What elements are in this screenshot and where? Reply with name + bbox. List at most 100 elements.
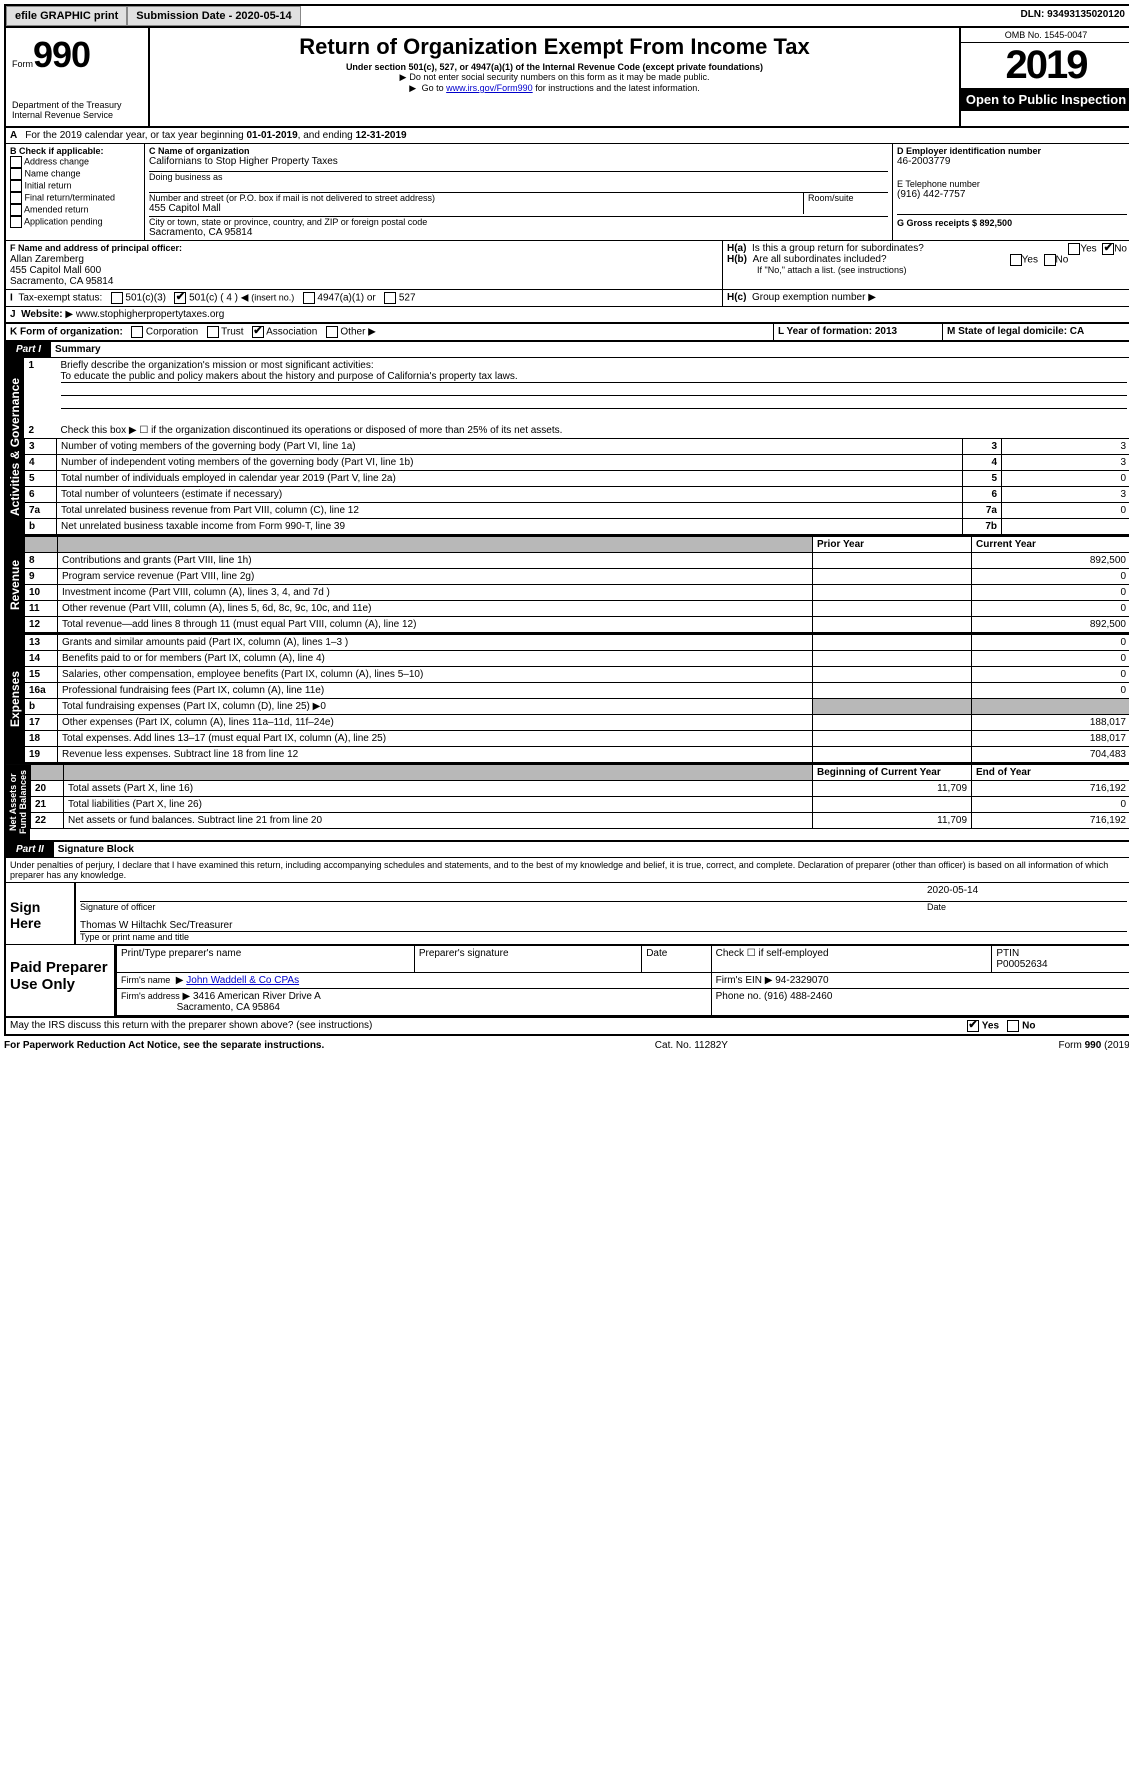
r12-text: Total revenue—add lines 8 through 11 (mu… [58, 617, 813, 633]
check-name[interactable] [10, 168, 22, 180]
r19-prior [813, 747, 972, 763]
check-corp[interactable] [131, 326, 143, 338]
r10-text: Investment income (Part VIII, column (A)… [58, 585, 813, 601]
check-amended[interactable] [10, 204, 22, 216]
r15-prior [813, 667, 972, 683]
paid-preparer-label: Paid Preparer Use Only [6, 945, 116, 1016]
d-label: D Employer identification number [897, 146, 1127, 156]
check-trust[interactable] [207, 326, 219, 338]
hdr-prior: Prior Year [813, 537, 972, 553]
row-20: 20Total assets (Part X, line 16)11,70971… [31, 781, 1129, 797]
part1-label: Part I [6, 342, 51, 357]
state-domicile: M State of legal domicile: CA [947, 326, 1084, 337]
r16a-text: Professional fundraising fees (Part IX, … [58, 683, 813, 699]
r7b-box: 7b [963, 519, 1002, 535]
self-employed: Check ☐ if self-employed [711, 946, 992, 973]
part2-label: Part II [6, 842, 54, 857]
ptin-label: PTIN [996, 948, 1019, 959]
firm-name-link[interactable]: John Waddell & Co CPAs [186, 975, 299, 986]
check-4947[interactable] [303, 292, 315, 304]
efile-print-button[interactable]: efile GRAPHIC print [6, 6, 127, 26]
opt-initial: Initial return [25, 180, 72, 190]
r15-text: Salaries, other compensation, employee b… [58, 667, 813, 683]
klm-row: K Form of organization: Corporation Trus… [4, 324, 1129, 342]
r3-text: Number of voting members of the governin… [57, 439, 963, 455]
check-hb-yes[interactable] [1010, 254, 1022, 266]
summary-block: Activities & Governance 1 Briefly descri… [4, 358, 1129, 536]
i-4947: 4947(a)(1) or [317, 293, 375, 304]
r8-text: Contributions and grants (Part VIII, lin… [58, 553, 813, 569]
row-5: 5Total number of individuals employed in… [25, 471, 1129, 487]
revenue-block: Revenue Prior YearCurrent Year 8Contribu… [4, 536, 1129, 634]
r13-text: Grants and similar amounts paid (Part IX… [58, 635, 813, 651]
check-other[interactable] [326, 326, 338, 338]
spacer [897, 200, 1127, 214]
r16a-curr: 0 [972, 683, 1129, 699]
r7b-text: Net unrelated business taxable income fr… [57, 519, 963, 535]
j-row: J Website: ▶ www.stophigherpropertytaxes… [4, 307, 1129, 324]
sidetab-revenue: Revenue [6, 536, 24, 633]
officer-name: Allan Zaremberg [10, 254, 84, 265]
r21-end: 0 [972, 797, 1129, 813]
name-title-label: Type or print name and title [80, 932, 1127, 942]
section-i: I Tax-exempt status: 501(c)(3) ✔ 501(c) … [6, 290, 723, 306]
r22-end: 716,192 [972, 813, 1129, 829]
check-527[interactable] [384, 292, 396, 304]
check-discuss-yes[interactable]: ✔ [967, 1020, 979, 1032]
r8-curr: 892,500 [972, 553, 1129, 569]
subtitle: Under section 501(c), 527, or 4947(a)(1)… [154, 62, 955, 72]
check-501c[interactable]: ✔ [174, 292, 186, 304]
check-501c3[interactable] [111, 292, 123, 304]
row-8: 8Contributions and grants (Part VIII, li… [25, 553, 1129, 569]
summary-governance: 1 Briefly describe the organization's mi… [24, 358, 1129, 535]
check-discuss-no[interactable] [1007, 1020, 1019, 1032]
row-7b: bNet unrelated business taxable income f… [25, 519, 1129, 535]
officer-typed-name: Thomas W Hiltachk Sec/Treasurer [80, 920, 1127, 932]
dept-treasury: Department of the TreasuryInternal Reven… [12, 100, 142, 120]
instructions-link[interactable]: www.irs.gov/Form990 [446, 83, 533, 93]
check-ha-no[interactable]: ✔ [1102, 243, 1114, 255]
b-label: B Check if applicable: [10, 146, 140, 156]
i-501c: 501(c) ( 4 ) [189, 293, 238, 304]
opt-name: Name change [25, 168, 81, 178]
check-hb-no[interactable] [1044, 254, 1056, 266]
r19-text: Revenue less expenses. Subtract line 18 … [58, 747, 813, 763]
submission-date-button[interactable]: Submission Date - 2020-05-14 [127, 6, 300, 26]
yes: Yes [1022, 255, 1038, 266]
sidetab-expenses: Expenses [6, 634, 24, 763]
check-pending[interactable] [10, 216, 22, 228]
blank-line [61, 383, 1127, 396]
no: No [1022, 1021, 1035, 1032]
i-501c3: 501(c)(3) [125, 293, 166, 304]
officer-addr1: 455 Capitol Mall 600 [10, 265, 101, 276]
r5-val: 0 [1002, 471, 1129, 487]
check-assoc[interactable]: ✔ [252, 326, 264, 338]
room-label: Room/suite [803, 193, 888, 214]
section-h: H(a) Is this a group return for subordin… [723, 241, 1129, 289]
spacer [301, 6, 1015, 26]
r14-text: Benefits paid to or for members (Part IX… [58, 651, 813, 667]
yes: Yes [1080, 244, 1096, 255]
opt-pending: Application pending [24, 216, 103, 226]
check-final[interactable] [10, 192, 22, 204]
sig-date: 2020-05-14 [917, 885, 1127, 902]
r21-begin [813, 797, 972, 813]
section-f: F Name and address of principal officer:… [6, 241, 723, 289]
privacy-note: Do not enter social security numbers on … [154, 72, 955, 83]
note2-post: for instructions and the latest informat… [533, 83, 700, 93]
i-527: 527 [399, 293, 416, 304]
section-j: J Website: ▶ www.stophigherpropertytaxes… [6, 307, 1129, 322]
ptin-value: P00052634 [996, 959, 1047, 970]
check-address[interactable] [10, 156, 22, 168]
org-name: Californians to Stop Higher Property Tax… [149, 156, 888, 167]
check-ha-yes[interactable] [1068, 243, 1080, 255]
r5-box: 5 [963, 471, 1002, 487]
a-begin: 01-01-2019 [246, 130, 297, 141]
check-initial[interactable] [10, 180, 22, 192]
r3-box: 3 [963, 439, 1002, 455]
section-deg: D Employer identification number 46-2003… [893, 144, 1129, 240]
section-c: C Name of organization Californians to S… [145, 144, 893, 240]
row-16a: 16aProfessional fundraising fees (Part I… [25, 683, 1129, 699]
expenses-block: Expenses 13Grants and similar amounts pa… [4, 634, 1129, 764]
prep-name-label: Print/Type preparer's name [117, 946, 415, 973]
